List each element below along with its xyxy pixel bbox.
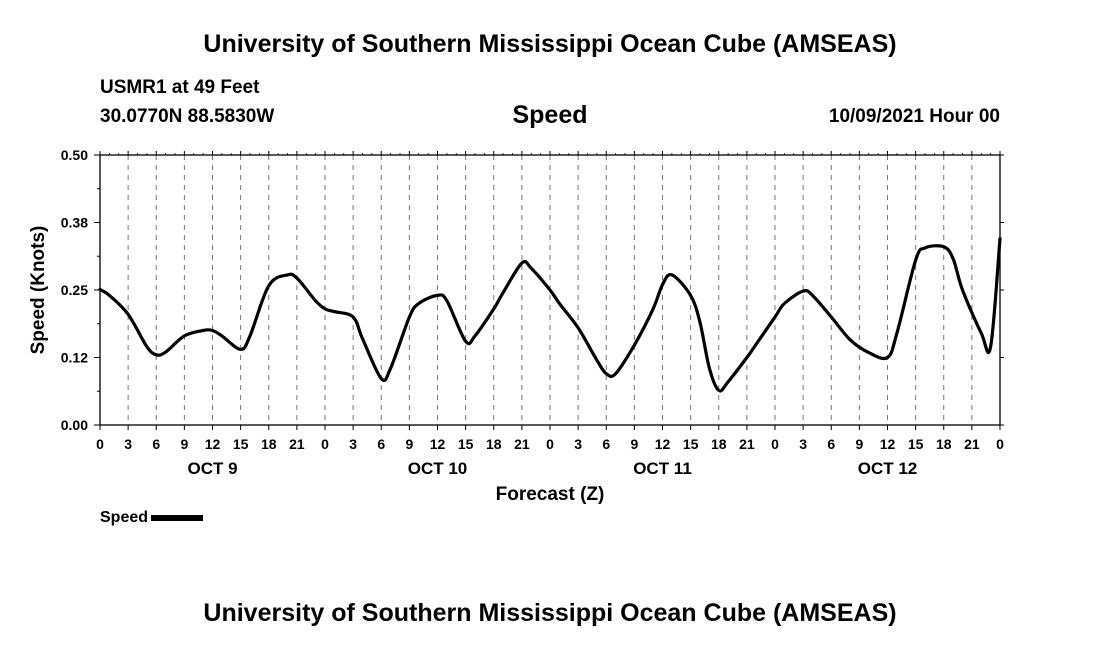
x-tick-label: 6 <box>152 436 160 452</box>
day-label: OCT 9 <box>187 459 237 478</box>
x-tick-label: 12 <box>655 436 671 452</box>
day-label: OCT 12 <box>858 459 918 478</box>
chart-title: University of Southern Mississippi Ocean… <box>203 30 897 58</box>
x-axis: 0 3 6 9 12 15 18 21 0 3 6 9 12 15 18 21 0 3 6 9 12 15 18 21 0 3 6 9… <box>96 151 1004 452</box>
x-tick-label: 0 <box>996 436 1004 452</box>
y-tick-label: 0.00 <box>61 417 88 433</box>
x-tick-label: 6 <box>602 436 610 452</box>
y-axis-label: Speed (Knots) <box>28 226 49 355</box>
legend-line-swatch <box>151 514 204 521</box>
x-tick-label: 12 <box>880 436 896 452</box>
x-tick-label: 3 <box>124 436 132 452</box>
grid-lines <box>127 155 973 425</box>
x-tick-label: 18 <box>711 436 727 452</box>
x-tick-label: 18 <box>261 436 277 452</box>
footer-title: University of Southern Mississippi Ocean… <box>203 599 897 627</box>
x-tick-label: 12 <box>205 436 221 452</box>
x-tick-label: 15 <box>458 436 474 452</box>
legend: Speed <box>100 509 204 527</box>
x-tick-label: 6 <box>827 436 835 452</box>
y-tick-label: 0.25 <box>61 282 88 298</box>
x-tick-label: 9 <box>630 436 638 452</box>
x-tick-label: 21 <box>289 436 305 452</box>
speed-series-line <box>98 237 1002 393</box>
y-tick-label: 0.38 <box>61 215 88 231</box>
x-tick-label: 3 <box>799 436 807 452</box>
y-tick-label: 0.12 <box>61 350 88 366</box>
x-tick-label: 0 <box>321 436 329 452</box>
x-tick-label: 0 <box>96 436 104 452</box>
day-label: OCT 11 <box>633 459 692 478</box>
x-tick-label: 21 <box>514 436 530 452</box>
x-tick-label: 15 <box>908 436 924 452</box>
x-tick-label: 0 <box>771 436 779 452</box>
x-tick-label: 9 <box>405 436 413 452</box>
x-tick-label: 6 <box>377 436 385 452</box>
x-tick-label: 0 <box>546 436 554 452</box>
x-tick-label: 21 <box>964 436 980 452</box>
x-tick-label: 15 <box>683 436 699 452</box>
x-tick-label: 18 <box>486 436 502 452</box>
datetime-label: 10/09/2021 Hour 00 <box>828 106 1000 127</box>
x-tick-label: 3 <box>574 436 582 452</box>
x-axis-label: Forecast (Z) <box>496 484 605 505</box>
x-tick-label: 9 <box>855 436 863 452</box>
x-tick-label: 21 <box>739 436 755 452</box>
station-label: USMR1 at 49 Feet <box>100 77 260 98</box>
legend-label: Speed <box>100 509 149 526</box>
x-tick-label: 3 <box>349 436 357 452</box>
x-tick-label: 12 <box>430 436 446 452</box>
day-label: OCT 10 <box>408 459 468 478</box>
variable-label: Speed <box>512 101 588 129</box>
x-tick-label: 18 <box>936 436 952 452</box>
y-axis: 0.00 0.12 0.25 0.38 0.50 <box>61 147 1004 433</box>
coordinates-label: 30.0770N 88.5830W <box>100 106 275 127</box>
x-tick-label: 15 <box>233 436 249 452</box>
y-tick-label: 0.50 <box>61 147 88 163</box>
day-labels: OCT 9 OCT 10 OCT 11 OCT 12 <box>187 459 917 478</box>
x-tick-label: 9 <box>180 436 188 452</box>
